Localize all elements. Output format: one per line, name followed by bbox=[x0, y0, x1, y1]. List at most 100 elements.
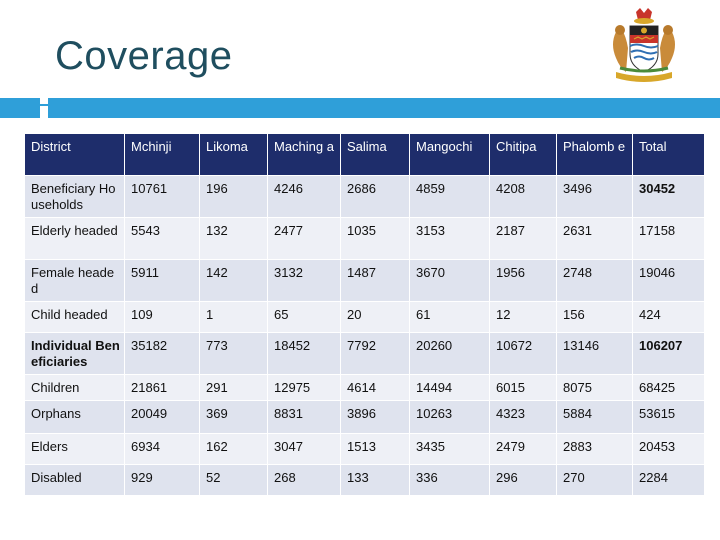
table-cell: 6934 bbox=[125, 434, 199, 464]
row-total-cell: 106207 bbox=[633, 333, 704, 374]
table-cell: 20 bbox=[341, 302, 409, 332]
table-cell: 336 bbox=[410, 465, 489, 495]
table-cell: 4208 bbox=[490, 176, 556, 217]
table-cell: 291 bbox=[200, 375, 267, 400]
row-total-cell: 68425 bbox=[633, 375, 704, 400]
table-header-row: District Mchinji Likoma Maching a Salima Mang… bbox=[25, 134, 704, 175]
table-cell: 18452 bbox=[268, 333, 340, 374]
table-cell: 3896 bbox=[341, 401, 409, 433]
table-cell: 2883 bbox=[557, 434, 632, 464]
malawi-coat-of-arms-icon bbox=[613, 8, 675, 82]
table-cell: 773 bbox=[200, 333, 267, 374]
table-cell: 2477 bbox=[268, 218, 340, 259]
row-label-cell: Elderly headed bbox=[25, 218, 124, 259]
table-cell: 156 bbox=[557, 302, 632, 332]
table-row: Female headed 5911 142 3132 1487 3670 1956 2748… bbox=[25, 260, 704, 301]
table-cell: 1513 bbox=[341, 434, 409, 464]
table-cell: 3132 bbox=[268, 260, 340, 301]
coverage-table: District Mchinji Likoma Maching a Salima Mang… bbox=[24, 133, 705, 496]
row-label-cell: Disabled bbox=[25, 465, 124, 495]
table-cell: 5911 bbox=[125, 260, 199, 301]
accent-bar-left bbox=[0, 98, 40, 118]
table-cell: 109 bbox=[125, 302, 199, 332]
table-cell: 2686 bbox=[341, 176, 409, 217]
accent-bar-right bbox=[48, 98, 720, 118]
table-cell: 6015 bbox=[490, 375, 556, 400]
table-row: Disabled 929 52 268 133 336 296 270 2284 bbox=[25, 465, 704, 495]
table-cell: 4323 bbox=[490, 401, 556, 433]
table-cell: 4859 bbox=[410, 176, 489, 217]
header-cell: Mangochi bbox=[410, 134, 489, 175]
table-cell: 12975 bbox=[268, 375, 340, 400]
table-cell: 270 bbox=[557, 465, 632, 495]
header-cell: Salima bbox=[341, 134, 409, 175]
table-cell: 4246 bbox=[268, 176, 340, 217]
table-cell: 3047 bbox=[268, 434, 340, 464]
table-cell: 7792 bbox=[341, 333, 409, 374]
row-label-cell: Orphans bbox=[25, 401, 124, 433]
table-cell: 1 bbox=[200, 302, 267, 332]
row-label-cell: Individual Beneficiaries bbox=[25, 333, 124, 374]
row-label-cell: Child headed bbox=[25, 302, 124, 332]
table-cell: 2187 bbox=[490, 218, 556, 259]
table-row: Elderly headed 5543 132 2477 1035 3153 2187 263… bbox=[25, 218, 704, 259]
table-cell: 20260 bbox=[410, 333, 489, 374]
table-cell: 52 bbox=[200, 465, 267, 495]
table-cell: 133 bbox=[341, 465, 409, 495]
table-cell: 1035 bbox=[341, 218, 409, 259]
row-total-cell: 424 bbox=[633, 302, 704, 332]
table-cell: 2479 bbox=[490, 434, 556, 464]
table-row: Beneficiary Households 10761 196 4246 2686 48… bbox=[25, 176, 704, 217]
table-cell: 14494 bbox=[410, 375, 489, 400]
table-cell: 8075 bbox=[557, 375, 632, 400]
row-label-cell: Female headed bbox=[25, 260, 124, 301]
header-cell: Phalomb e bbox=[557, 134, 632, 175]
row-total-cell: 53615 bbox=[633, 401, 704, 433]
table-cell: 10263 bbox=[410, 401, 489, 433]
table-row: Individual Beneficiaries 35182 773 18452 779… bbox=[25, 333, 704, 374]
table-cell: 65 bbox=[268, 302, 340, 332]
header-cell: Likoma bbox=[200, 134, 267, 175]
table-cell: 1487 bbox=[341, 260, 409, 301]
table-row: Elders 6934 162 3047 1513 3435 2479 2883 20453 bbox=[25, 434, 704, 464]
table-cell: 929 bbox=[125, 465, 199, 495]
table-cell: 369 bbox=[200, 401, 267, 433]
row-total-cell: 17158 bbox=[633, 218, 704, 259]
coverage-table-container: District Mchinji Likoma Maching a Salima Mang… bbox=[24, 133, 705, 496]
header-cell: Total bbox=[633, 134, 704, 175]
table-cell: 162 bbox=[200, 434, 267, 464]
row-label-cell: Beneficiary Households bbox=[25, 176, 124, 217]
row-total-cell: 19046 bbox=[633, 260, 704, 301]
row-total-cell: 2284 bbox=[633, 465, 704, 495]
table-cell: 4614 bbox=[341, 375, 409, 400]
table-cell: 5884 bbox=[557, 401, 632, 433]
table-cell: 3435 bbox=[410, 434, 489, 464]
table-cell: 12 bbox=[490, 302, 556, 332]
table-row: Children 21861 291 12975 4614 14494 6015 8075 68… bbox=[25, 375, 704, 400]
table-row: Orphans 20049 369 8831 3896 10263 4323 5884 5361… bbox=[25, 401, 704, 433]
table-cell: 5543 bbox=[125, 218, 199, 259]
table-cell: 35182 bbox=[125, 333, 199, 374]
row-total-cell: 20453 bbox=[633, 434, 704, 464]
row-label-cell: Children bbox=[25, 375, 124, 400]
table-cell: 196 bbox=[200, 176, 267, 217]
slide-title: Coverage bbox=[55, 34, 233, 78]
table-cell: 3496 bbox=[557, 176, 632, 217]
table-cell: 21861 bbox=[125, 375, 199, 400]
header-cell: Mchinji bbox=[125, 134, 199, 175]
table-cell: 1956 bbox=[490, 260, 556, 301]
row-total-cell: 30452 bbox=[633, 176, 704, 217]
table-cell: 2748 bbox=[557, 260, 632, 301]
table-cell: 268 bbox=[268, 465, 340, 495]
table-cell: 296 bbox=[490, 465, 556, 495]
table-cell: 10672 bbox=[490, 333, 556, 374]
header-cell: Chitipa bbox=[490, 134, 556, 175]
table-cell: 142 bbox=[200, 260, 267, 301]
header-cell: Maching a bbox=[268, 134, 340, 175]
table-cell: 2631 bbox=[557, 218, 632, 259]
table-cell: 10761 bbox=[125, 176, 199, 217]
table-cell: 13146 bbox=[557, 333, 632, 374]
table-cell: 61 bbox=[410, 302, 489, 332]
table-cell: 8831 bbox=[268, 401, 340, 433]
header-cell-district: District bbox=[25, 134, 124, 175]
